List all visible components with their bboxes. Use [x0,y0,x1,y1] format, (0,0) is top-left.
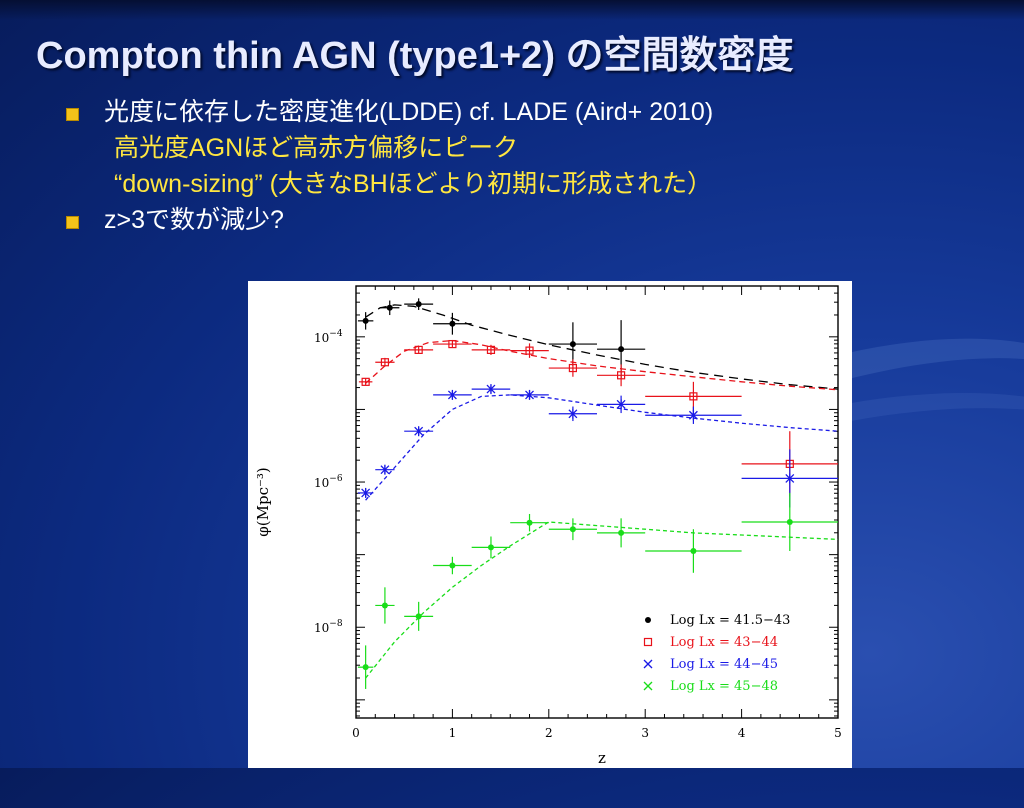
data-point [414,426,424,437]
data-point [449,320,456,327]
legend-marker [643,681,653,691]
series-1 [358,339,839,497]
x-tick-label: 1 [449,726,457,740]
data-point [568,408,578,419]
data-point [361,377,370,386]
data-point [568,363,577,373]
density-chart: 0 1 2 3 4 5 10−4 10−6 10−8 z φ(Mpc⁻³) Log Lx = 41.5… [254,285,842,767]
y-axis-label: φ(Mpc⁻³) [254,467,272,537]
bullet-item: z>3で数が減少? [64,202,713,238]
bullet-marker [66,108,79,121]
data-point [447,389,457,400]
data-point [362,317,369,324]
model-curve [365,521,839,679]
legend-label: Log Lx = 44−45 [670,657,778,672]
marker-stroke [643,681,653,691]
data-point [688,410,698,421]
legend-marker [643,637,653,647]
x-tick-label: 5 [834,726,842,740]
bullet-text: z>3で数が減少? [104,206,284,234]
x-tick-label: 0 [352,726,360,740]
legend-marker [643,659,653,669]
legend-label: Log Lx = 45−48 [670,679,778,694]
legend-marker [645,617,651,623]
bullet-text: 光度に依存した密度進化(LDDE) cf. LADE (Aird+ 2010) [104,98,714,126]
data-point [526,519,533,526]
data-point [569,341,576,348]
data-point [487,544,494,551]
data-point [569,526,576,533]
series-2 [357,384,839,508]
data-point [617,371,626,380]
x-axis-label: z [598,749,606,767]
slide-title: Compton thin AGN (type1+2) の空間数密度 [36,35,794,77]
data-point [618,529,625,536]
bullet-list: 光度に依存した密度進化(LDDE) cf. LADE (Aird+ 2010) … [64,94,713,238]
model-curve [365,304,839,390]
data-point [786,518,793,525]
data-point [486,345,496,354]
series-0 [357,298,839,390]
data-point [415,613,422,620]
x-tick-label: 2 [545,726,553,740]
bullet-sub-text: “down-sizing” (大きなBHほどより初期に形成された） [114,170,713,198]
plot-frame [355,285,839,719]
series-3 [357,492,839,689]
x-tick-label: 3 [641,726,649,740]
data-point [690,548,697,555]
data-point [785,473,795,484]
bullet-sub-text: 高光度AGNほど高赤方偏移にピーク [114,134,519,162]
legend-label: Log Lx = 43−44 [670,635,778,650]
model-curve [365,394,839,501]
data-point [525,389,534,400]
data-point [415,301,422,308]
bullet-marker [66,216,79,229]
data-point [386,304,393,311]
marker-stroke [643,659,653,669]
data-point [689,392,698,401]
y-tick-label: 10−4 [314,329,343,345]
y-tick-label: 10−6 [314,474,343,490]
x-tick-label: 4 [738,726,746,740]
data-point [486,384,496,395]
data-point [362,664,369,671]
chart-panel: 0 1 2 3 4 5 10−4 10−6 10−8 z φ(Mpc⁻³) Log Lx = 41.5… [248,281,852,768]
data-point [414,345,423,354]
data-point [448,339,457,349]
data-point [525,346,534,355]
bullet-item: 光度に依存した密度進化(LDDE) cf. LADE (Aird+ 2010) [64,94,713,130]
data-point [361,487,371,498]
data-point [380,464,390,475]
legend-label: Log Lx = 41.5−43 [670,613,790,628]
top-bar [0,0,1024,20]
data-point [449,562,456,569]
data-point [381,602,388,609]
data-point [616,399,626,410]
data-point [618,346,625,353]
data-point [380,358,390,367]
legend: Log Lx = 41.5−43 Log Lx = 43−44 Log Lx = 4… [643,613,790,694]
y-tick-label: 10−8 [314,619,343,635]
